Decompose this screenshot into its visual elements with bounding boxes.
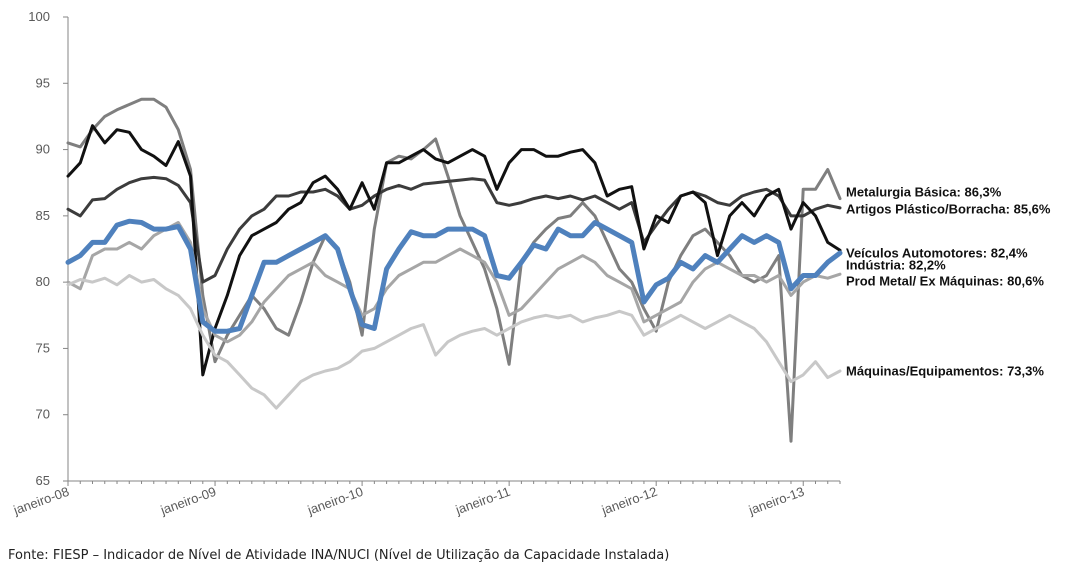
- x-tick-label: janeiro-13: [746, 484, 806, 518]
- series-end-label: Metalurgia Básica: 86,3%: [846, 184, 1002, 199]
- series-end-labels: Metalurgia Básica: 86,3% Artigos Plástico…: [846, 184, 1051, 378]
- series-end-label: Máquinas/Equipamentos: 73,3%: [846, 363, 1044, 378]
- series-line: [66, 175, 842, 284]
- source-note: Fonte: FIESP – Indicador de Nível de Ati…: [8, 548, 670, 563]
- series-end-label: Prod Metal/ Ex Máquinas: 80,6%: [846, 273, 1044, 288]
- y-tick-label: 95: [36, 75, 50, 90]
- y-tick-label: 70: [36, 407, 50, 422]
- series-end-label: Artigos Plástico/Borracha: 85,6%: [846, 202, 1051, 217]
- series-end-label: Indústria: 82,2%: [846, 257, 946, 272]
- y-tick-label: 65: [36, 473, 50, 488]
- y-tick-label: 85: [36, 208, 50, 223]
- x-tick-label: janeiro-12: [599, 484, 659, 518]
- y-tick-label: 100: [28, 9, 50, 24]
- x-tick-label: janeiro-08: [11, 484, 71, 518]
- series-line: [66, 274, 842, 410]
- x-tick-label: janeiro-11: [453, 484, 513, 518]
- y-tick-label: 90: [36, 142, 50, 157]
- series-line: [65, 218, 843, 334]
- x-tick-label: janeiro-09: [158, 484, 218, 518]
- series-line: [66, 97, 842, 443]
- y-tick-label: 75: [36, 340, 50, 355]
- line-chart: 65 70 75 80 85 90 95 100 janeiro-08 janeiro-09 jan…: [11, 9, 1051, 518]
- x-tick-label: janeiro-10: [305, 484, 365, 518]
- series-end-label: Veículos Automotores: 82,4%: [846, 245, 1028, 260]
- series-lines: [65, 97, 843, 443]
- y-tick-label: 80: [36, 274, 50, 289]
